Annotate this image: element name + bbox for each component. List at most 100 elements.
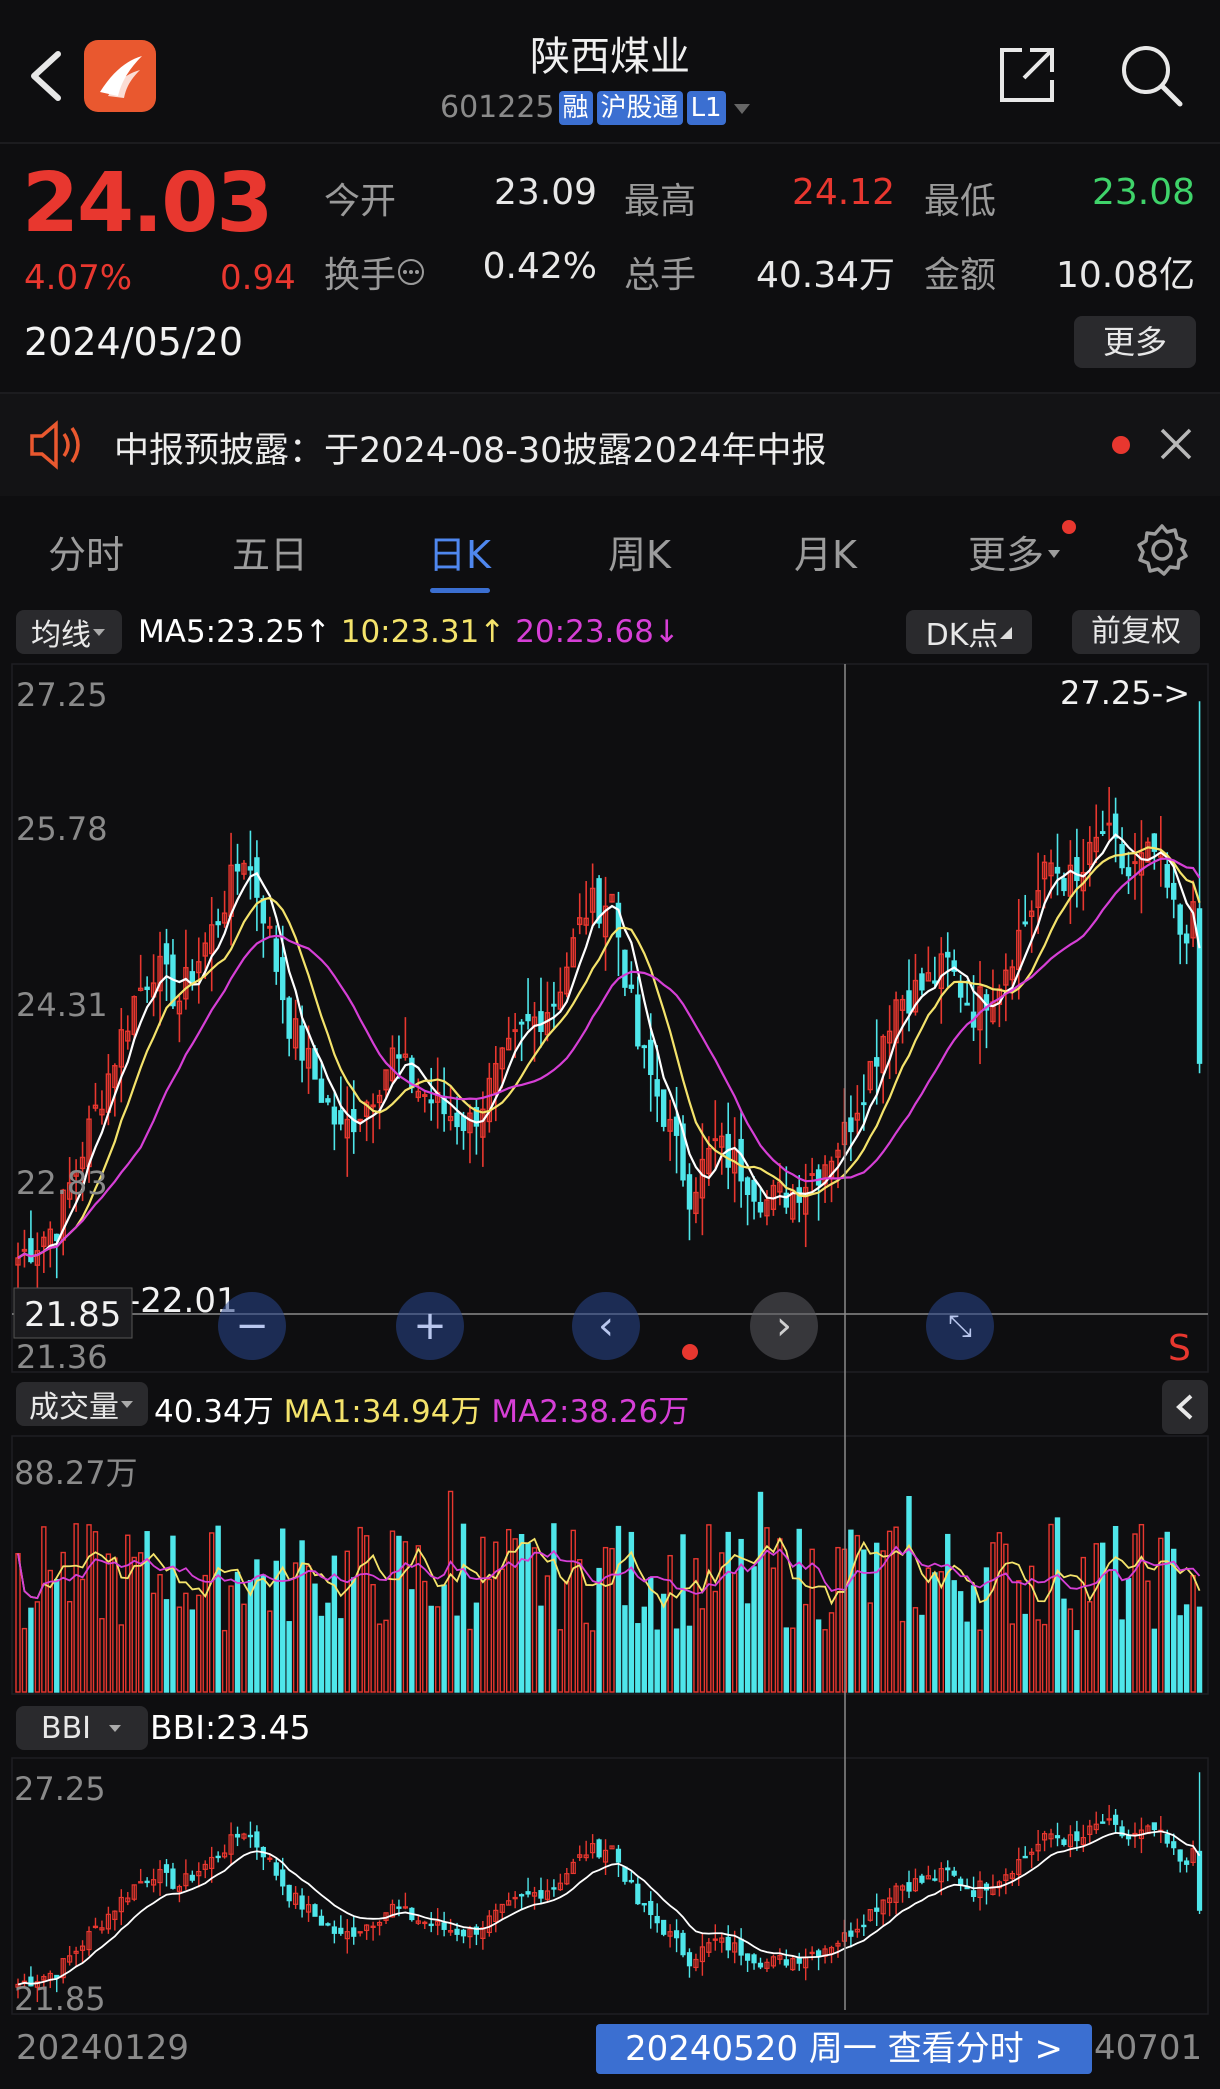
- scroll-left-button[interactable]: ‹: [572, 1292, 640, 1360]
- logo-icon: [100, 56, 142, 98]
- candle-body: [125, 1030, 131, 1042]
- candle-body: [751, 1179, 757, 1202]
- candle-body: [1035, 890, 1041, 909]
- volume-bar: [919, 1614, 925, 1693]
- candle-body: [202, 942, 208, 957]
- ma20-line: [17, 857, 1201, 1259]
- candle-body: [144, 986, 150, 991]
- bbi-candle-body: [912, 1878, 919, 1892]
- candle-body: [596, 878, 602, 924]
- tab-intraday[interactable]: 分时: [48, 533, 125, 577]
- bbi-candle-body: [473, 1926, 480, 1935]
- price-candles: [15, 701, 1203, 1305]
- bbi-candle-body: [538, 1890, 544, 1899]
- notice-bar[interactable]: 中报预披露：于2024-08-30披露2024年中报: [0, 394, 1220, 496]
- turnover-label: 换手: [324, 255, 397, 296]
- volume-bar: [1074, 1630, 1080, 1693]
- candle-body: [577, 917, 583, 926]
- candle-body: [525, 1013, 531, 1022]
- bbi-candle-body: [712, 1938, 718, 1941]
- tag-connect: 沪股通: [596, 90, 683, 125]
- zoom-in-button[interactable]: +: [396, 1292, 464, 1360]
- volume-bar: [977, 1629, 983, 1693]
- volume-bar: [1151, 1628, 1158, 1693]
- volume-bar: [215, 1525, 221, 1693]
- share-button[interactable]: [996, 44, 1058, 106]
- candle-body: [1151, 833, 1158, 852]
- app-logo: [84, 40, 156, 112]
- unread-dot: [1112, 436, 1130, 454]
- candle-body: [557, 991, 564, 1010]
- stat-label-turnover[interactable]: 换手: [324, 246, 426, 298]
- gear-icon[interactable]: [1134, 522, 1190, 578]
- collapse-panel-button[interactable]: [1162, 1380, 1208, 1434]
- tab-weekly-k[interactable]: 周K: [608, 533, 671, 577]
- dk-point-button[interactable]: DK点: [906, 610, 1032, 654]
- tab-monthly-k[interactable]: 月K: [794, 533, 857, 577]
- volume-bar: [1145, 1580, 1151, 1693]
- bbi-candle-body: [1016, 1859, 1022, 1876]
- fullscreen-button[interactable]: ⤡: [926, 1292, 994, 1360]
- close-icon[interactable]: [1156, 424, 1196, 464]
- bbi-candle-body: [196, 1870, 202, 1877]
- panel-frame: [11, 1757, 1209, 2015]
- volume-bar: [815, 1619, 822, 1693]
- search-button[interactable]: [1118, 42, 1184, 108]
- caret-down-icon[interactable]: [730, 98, 754, 118]
- candle-body: [1093, 836, 1099, 853]
- bbi-candle-body: [706, 1942, 712, 1953]
- volume-bar: [957, 1591, 964, 1693]
- candle-body: [757, 1201, 764, 1213]
- volume-bar: [183, 1592, 189, 1693]
- volume-bar: [525, 1542, 531, 1693]
- volume-bar: [615, 1525, 622, 1693]
- bbi-candle-body: [848, 1930, 854, 1937]
- volume-selector[interactable]: 成交量: [16, 1382, 148, 1426]
- volume-bar: [460, 1523, 467, 1693]
- candle-body: [196, 961, 202, 974]
- more-stats-button[interactable]: 更多: [1074, 316, 1196, 368]
- candle-body: [699, 1158, 706, 1199]
- candle-body: [280, 957, 286, 1001]
- candle-body: [886, 1030, 893, 1044]
- bbi-candle-body: [906, 1882, 912, 1892]
- tab-daily-k[interactable]: 日K: [428, 533, 491, 577]
- volume-bar: [383, 1619, 389, 1693]
- bbi-selector[interactable]: BBI: [16, 1706, 148, 1750]
- zoom-out-button[interactable]: −: [218, 1292, 286, 1360]
- view-intraday-button[interactable]: 20240520 周一 查看分时 >: [596, 2024, 1092, 2074]
- bbi-candle-body: [344, 1931, 350, 1940]
- crosshair-price-box: [13, 1287, 133, 1339]
- volume-bar: [447, 1490, 454, 1693]
- bbi-candle-body: [531, 1892, 538, 1897]
- caret-down-icon: [93, 629, 105, 636]
- volume-bar: [1016, 1580, 1022, 1693]
- volume-bar: [660, 1593, 667, 1693]
- volume-bar: [867, 1602, 873, 1693]
- stat-label-amount: 金额: [924, 255, 997, 296]
- volume-bar: [886, 1530, 893, 1693]
- stock-code-row: 601225 融 沪股通 L1: [440, 90, 754, 125]
- candle-body: [628, 984, 635, 989]
- volume-bar: [480, 1536, 486, 1693]
- adjust-button[interactable]: 前复权: [1072, 610, 1200, 654]
- tab-more[interactable]: 更多: [968, 524, 1064, 579]
- bbi-candle-body: [467, 1928, 473, 1938]
- kline-chart[interactable]: 27.25 25.78 24.31 22.83 21.36 27.25-> -2…: [0, 660, 1220, 2050]
- back-button[interactable]: [20, 44, 70, 104]
- volume-bar: [893, 1526, 899, 1693]
- crosshair-price: 21.85: [24, 1295, 121, 1335]
- volume-bar: [796, 1528, 802, 1693]
- candle-body: [460, 1115, 467, 1131]
- bbi-top-label: 27.25: [14, 1770, 106, 1808]
- candle-body: [292, 1018, 299, 1049]
- volume-bar: [499, 1568, 505, 1693]
- scroll-right-button[interactable]: ›: [750, 1292, 818, 1360]
- bbi-candle-body: [454, 1928, 460, 1935]
- bbi-candle-body: [1171, 1841, 1177, 1849]
- tab-five-day[interactable]: 五日: [232, 533, 309, 577]
- volume-bar: [157, 1574, 163, 1693]
- volume-bar: [1067, 1608, 1074, 1693]
- ma-selector[interactable]: 均线: [16, 610, 122, 654]
- volume-bar: [512, 1538, 518, 1693]
